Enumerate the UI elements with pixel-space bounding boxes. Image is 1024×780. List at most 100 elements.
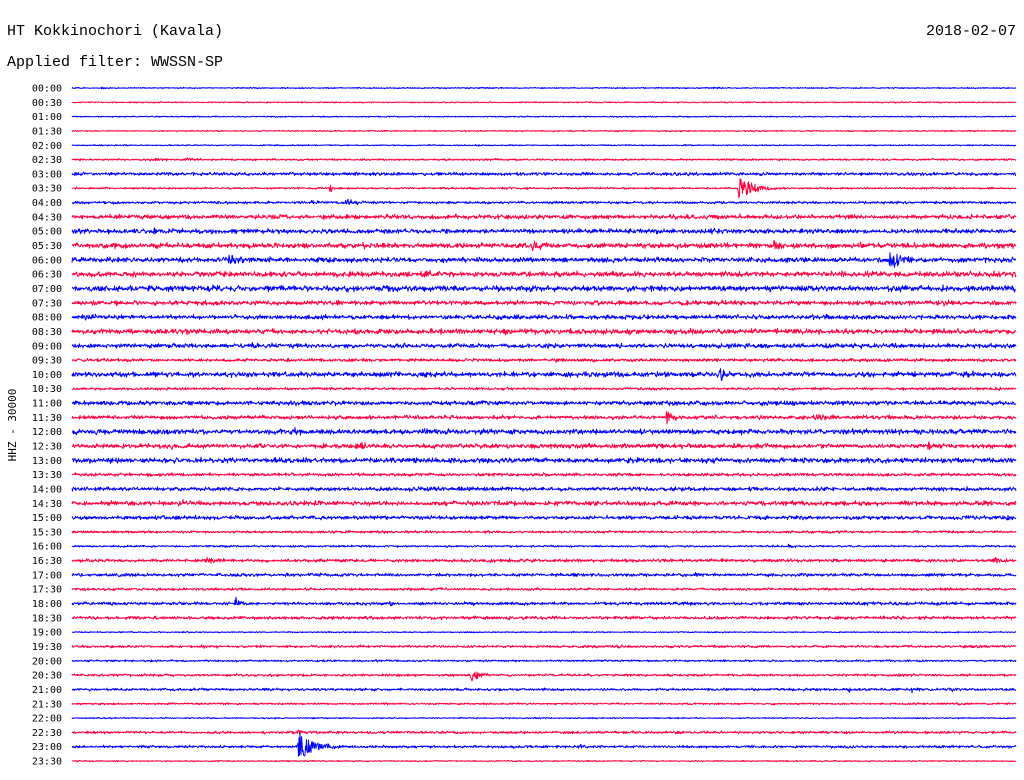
seismogram-trace-10-00 — [71, 368, 1017, 382]
seismogram-trace-11-00 — [71, 400, 1017, 407]
time-label: 07:30 — [32, 298, 62, 309]
seismogram-trace-10-30 — [71, 386, 1017, 391]
seismogram-trace-02-00 — [71, 143, 1017, 147]
seismogram-trace-20-00 — [71, 658, 1017, 663]
seismogram-trace-02-30 — [71, 157, 1017, 162]
seismogram-trace-05-30 — [71, 240, 1017, 252]
seismogram-traces — [71, 86, 1017, 763]
seismogram-trace-13-00 — [71, 456, 1017, 464]
seismogram-trace-18-00 — [71, 596, 1017, 607]
time-label: 13:00 — [32, 456, 62, 467]
time-label: 12:30 — [32, 442, 62, 453]
seismogram-trace-04-30 — [71, 213, 1017, 220]
time-label: 15:30 — [32, 527, 62, 538]
time-label: 21:00 — [32, 685, 62, 696]
time-label: 03:30 — [32, 184, 62, 195]
seismogram-trace-07-30 — [71, 299, 1017, 307]
seismogram-trace-23-00 — [72, 733, 1017, 757]
time-label: 11:00 — [32, 399, 62, 410]
seismogram-trace-19-00 — [71, 630, 1017, 634]
seismogram-trace-04-00 — [71, 198, 1017, 206]
time-label: 08:00 — [32, 313, 62, 324]
time-label: 23:00 — [32, 742, 62, 753]
time-label: 02:30 — [32, 155, 62, 166]
seismogram-trace-20-30 — [71, 671, 1017, 682]
time-label: 05:00 — [32, 227, 62, 238]
time-label: 16:00 — [32, 542, 62, 553]
seismogram-trace-17-00 — [71, 572, 1017, 578]
seismogram-trace-07-00 — [71, 284, 1016, 293]
time-label: 09:30 — [32, 356, 62, 367]
time-label: 14:00 — [32, 485, 62, 496]
station-title: HT Kokkinochori (Kavala) — [7, 23, 223, 40]
seismogram-trace-17-30 — [71, 587, 1017, 592]
time-label: 17:30 — [32, 585, 62, 596]
time-label: 03:00 — [32, 169, 62, 180]
plot-date: 2018-02-07 — [926, 23, 1016, 40]
time-label: 10:00 — [32, 370, 62, 381]
time-label: 19:30 — [32, 642, 62, 653]
seismogram-trace-19-30 — [71, 644, 1017, 649]
time-label: 10:30 — [32, 384, 62, 395]
seismogram-trace-01-00 — [71, 115, 1017, 118]
time-label: 00:30 — [32, 98, 62, 109]
time-label: 18:30 — [32, 613, 62, 624]
seismogram-trace-16-30 — [71, 556, 1017, 564]
time-label: 02:00 — [32, 141, 62, 152]
seismogram-trace-15-30 — [71, 529, 1017, 535]
time-label: 04:30 — [32, 212, 62, 223]
seismogram-trace-09-00 — [71, 342, 1017, 350]
time-label: 19:00 — [32, 628, 62, 639]
seismogram-trace-03-30 — [71, 178, 1017, 199]
time-label: 00:00 — [32, 84, 62, 95]
time-label: 23:30 — [32, 757, 62, 768]
seismogram-trace-12-30 — [71, 441, 1017, 451]
seismogram-trace-06-30 — [71, 269, 1017, 278]
time-label: 09:00 — [32, 341, 62, 352]
time-label: 20:00 — [32, 656, 62, 667]
seismogram-trace-16-00 — [71, 543, 1017, 549]
time-label: 16:30 — [32, 556, 62, 567]
seismogram-trace-22-30 — [71, 729, 1017, 735]
time-label: 15:00 — [32, 513, 62, 524]
time-label: 01:30 — [32, 127, 62, 138]
time-label: 01:00 — [32, 112, 62, 123]
time-label: 06:30 — [32, 270, 62, 281]
time-label: 08:30 — [32, 327, 62, 338]
time-label: 22:30 — [32, 728, 62, 739]
time-label: 04:00 — [32, 198, 62, 209]
time-label: 05:30 — [32, 241, 62, 252]
seismogram-trace-03-00 — [71, 171, 1017, 177]
seismogram-trace-21-00 — [71, 687, 1017, 694]
time-labels: 00:00 00:30 01:00 01:30 02:00 02:30 03:00 03:30… — [32, 84, 62, 768]
seismogram-trace-09-30 — [71, 357, 1017, 364]
time-label: 11:30 — [32, 413, 62, 424]
time-label: 21:30 — [32, 699, 62, 710]
seismogram-trace-23-30 — [71, 759, 1017, 763]
seismogram-trace-15-00 — [71, 514, 1017, 521]
time-label: 20:30 — [32, 671, 62, 682]
time-label: 17:00 — [32, 570, 62, 581]
channel-scale-label: HHZ - 30000 — [6, 389, 19, 462]
seismogram-trace-22-00 — [71, 716, 1017, 720]
time-label: 14:30 — [32, 499, 62, 510]
seismogram-trace-14-30 — [71, 498, 1017, 507]
seismogram-trace-12-00 — [71, 427, 1017, 436]
seismogram-trace-18-30 — [71, 615, 1017, 621]
seismogram-trace-14-00 — [71, 486, 1017, 492]
time-label: 13:30 — [32, 470, 62, 481]
seismogram-trace-21-30 — [71, 701, 1017, 706]
seismogram-trace-00-00 — [71, 86, 1017, 90]
seismogram-trace-05-00 — [71, 227, 1017, 235]
filter-label: Applied filter: WWSSN-SP — [7, 54, 223, 71]
time-label: 22:00 — [32, 714, 62, 725]
seismogram-trace-08-30 — [71, 327, 1017, 336]
seismogram-trace-08-00 — [71, 313, 1017, 321]
time-label: 07:00 — [32, 284, 62, 295]
time-label: 12:00 — [32, 427, 62, 438]
seismogram-trace-11-30 — [71, 410, 1017, 425]
seismogram-trace-00-30 — [71, 101, 1017, 104]
seismogram-trace-06-00 — [71, 252, 1017, 268]
time-label: 18:00 — [32, 599, 62, 610]
seismogram-trace-01-30 — [71, 129, 1017, 133]
